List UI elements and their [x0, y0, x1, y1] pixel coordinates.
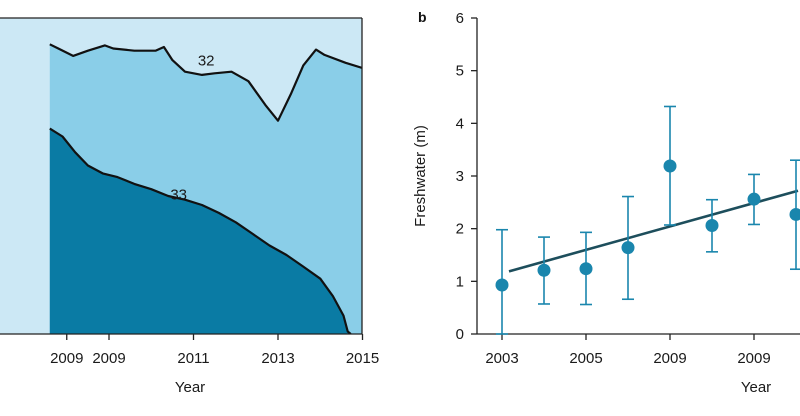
panel-b-x-axis-title: Year — [741, 379, 771, 396]
data-point — [705, 219, 719, 233]
panel-a-x-tick-label: 2013 — [261, 350, 294, 367]
boundary-line-33 — [49, 127, 352, 334]
data-point — [747, 192, 761, 206]
panel-b-y-axis-title: Freshwater (m) — [412, 125, 429, 227]
boundary-line-32 — [49, 43, 362, 122]
panel-b-y-tick-label: 2 — [456, 221, 464, 238]
panel-a-x-axis-title: Year — [175, 379, 205, 396]
data-point — [537, 263, 551, 277]
panel-b-y-tick-label: 0 — [456, 326, 464, 343]
data-point — [663, 159, 677, 173]
panel-b-x-tick-label: 2003 — [485, 350, 518, 367]
panel-b-x-tick-label: 2005 — [569, 350, 602, 367]
data-point — [621, 241, 635, 255]
panel-b-y-tick-label: 1 — [456, 273, 464, 290]
panel-b-y-tick-label: 4 — [456, 115, 464, 132]
area-bottom-layer — [49, 128, 351, 334]
panel-a-x-tick-label: 2011 — [177, 350, 209, 367]
trend-line — [508, 189, 799, 273]
panel-b-label: b — [418, 9, 427, 25]
panel-b-y-tick-label: 3 — [456, 168, 464, 185]
panel-a-x-tick-label: 2009 — [50, 350, 83, 367]
panel-a-x-tick-label: 2015 — [346, 350, 379, 367]
data-point — [495, 278, 509, 292]
panel-a: 32 33 2009 2009 2011 2013 2015 Year — [0, 17, 379, 396]
panel-b-x-tick-label: 2009 — [653, 350, 686, 367]
boundary-label-33: 33 — [170, 187, 187, 204]
panel-b-y-tick-label: 6 — [456, 10, 464, 27]
panel-b-y-tick-label: 5 — [456, 63, 464, 80]
panel-a-x-tick-label: 2009 — [92, 350, 125, 367]
data-point — [789, 207, 800, 221]
boundary-label-32: 32 — [198, 52, 215, 69]
panel-b-x-tick-label: 2009 — [737, 350, 770, 367]
data-point — [579, 262, 593, 276]
panel-b: b 0 1 2 3 4 5 6 2003 2005 2009 2009 Freshwater (m… — [412, 9, 800, 396]
